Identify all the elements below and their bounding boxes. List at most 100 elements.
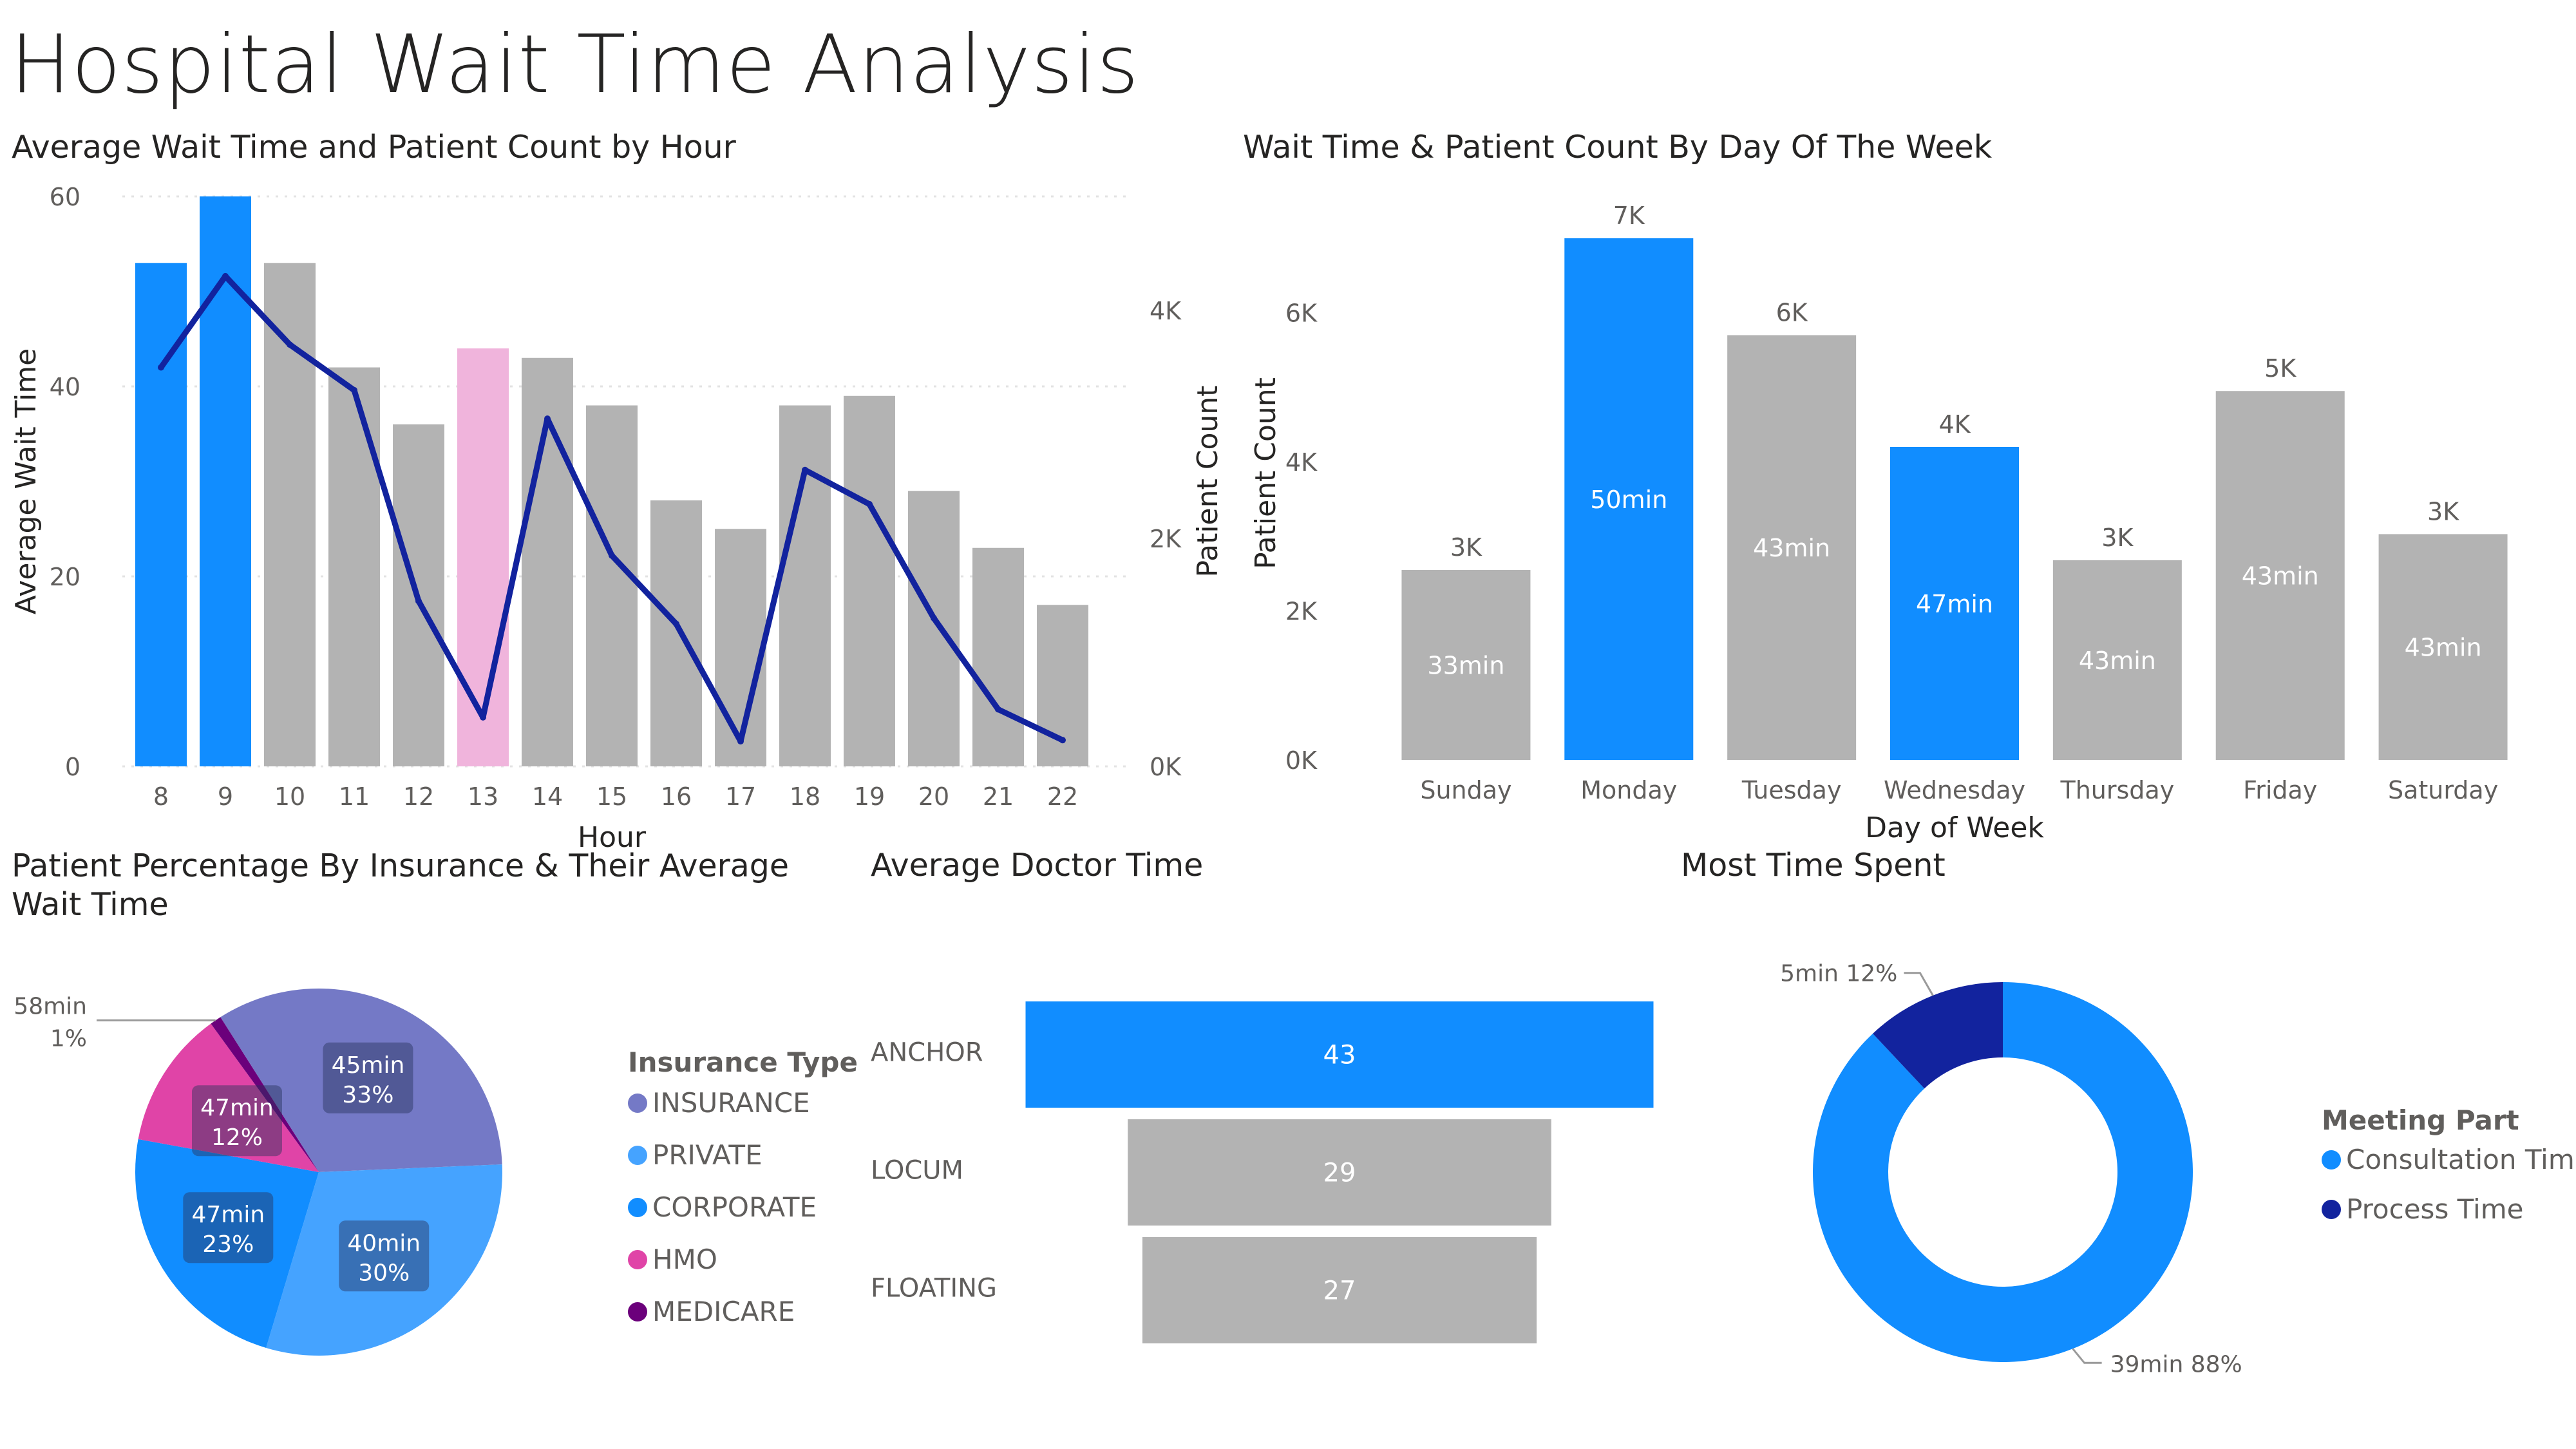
donut-label: 5min 12%: [1780, 961, 1897, 987]
bar-hour-17: [715, 529, 766, 766]
legend-item-consultation-time[interactable]: Consultation Time: [2322, 1144, 2576, 1175]
bar-thursday: [2052, 560, 2182, 760]
x-tick-label: 21: [983, 782, 1014, 811]
bar-hour-11: [328, 367, 380, 766]
legend-item-hmo[interactable]: HMO: [628, 1244, 858, 1275]
y2-axis-title: Patient Count: [1191, 386, 1224, 578]
slice-label-wait: 47min: [191, 1202, 265, 1228]
y-tick-label: 0K: [1285, 746, 1318, 775]
bar-tuesday: [1727, 335, 1857, 760]
line-point-hour-9: [222, 272, 229, 279]
line-point-hour-16: [673, 620, 679, 627]
doctor-funnel-chart[interactable]: 43 ANCHOR 29 LOCUM 27 FLOATING: [857, 966, 1726, 1378]
leader-line: [1904, 972, 1934, 996]
x-tick-label: 22: [1047, 782, 1078, 811]
insurance-legend-title: Insurance Type: [628, 1046, 858, 1078]
legend-label: PRIVATE: [652, 1139, 762, 1171]
line-point-hour-19: [866, 500, 873, 507]
legend-label: INSURANCE: [652, 1087, 810, 1119]
x-tick-label: Thursday: [2060, 776, 2175, 804]
funnel-value-label: 43: [1323, 1041, 1356, 1070]
slice-label-percent: 12%: [211, 1124, 263, 1151]
legend-item-private[interactable]: PRIVATE: [628, 1139, 858, 1171]
legend-label: Consultation Time: [2346, 1144, 2576, 1175]
data-label-wait: 47min: [1916, 590, 1993, 618]
line-point-hour-10: [287, 341, 293, 348]
bar-hour-13: [457, 348, 509, 766]
data-label-count: 7K: [1613, 202, 1645, 230]
x-tick-label: Friday: [2243, 776, 2317, 804]
funnel-value-label: 29: [1323, 1159, 1356, 1188]
legend-swatch: [628, 1302, 647, 1321]
x-tick-label: 19: [854, 782, 885, 811]
x-tick-label: Wednesday: [1884, 776, 2025, 804]
page-title: Hospital Wait Time Analysis: [10, 18, 1140, 111]
y-tick-label: 0: [65, 753, 80, 781]
x-tick-label: 20: [918, 782, 949, 811]
legend-label: HMO: [652, 1244, 717, 1275]
data-label-wait: 50min: [1590, 486, 1667, 514]
leader-line: [2072, 1348, 2102, 1364]
pie-slice-medicare: [211, 1017, 319, 1172]
x-tick-label: Monday: [1580, 776, 1677, 804]
slice-label-percent: 33%: [342, 1082, 393, 1108]
line-point-hour-14: [544, 415, 551, 422]
x-tick-label: Sunday: [1420, 776, 1511, 804]
insurance-pie-chart[interactable]: 45min 33% 40min 30% 47min 23% 47min 12% 58min 1%: [0, 953, 580, 1417]
x-tick-label: 17: [725, 782, 756, 811]
x-tick-label: 8: [153, 782, 169, 811]
data-label-count: 3K: [1450, 533, 1482, 562]
legend-item-process-time[interactable]: Process Time: [2322, 1193, 2576, 1225]
weekly-chart-title: Wait Time & Patient Count By Day Of The …: [1243, 129, 1993, 166]
bar-monday: [1564, 238, 1694, 760]
slice-label-bg: [339, 1220, 430, 1292]
x-tick-label: 9: [218, 782, 233, 811]
legend-label: CORPORATE: [652, 1191, 817, 1223]
weekly-chart[interactable]: 0K 2K 4K 6K 3K 33min Sunday 7K 50min Monday 6K 43mi…: [1224, 174, 2537, 857]
x-tick-label: Saturday: [2388, 776, 2498, 804]
legend-item-corporate[interactable]: CORPORATE: [628, 1191, 858, 1223]
meeting-chart-title: Most Time Spent: [1681, 847, 1946, 884]
hourly-chart[interactable]: 0 20 40 60 0K 2K 4K 8 9 10 11 12 13 14 15 16 17 18 19 20 21 2…: [0, 174, 1262, 857]
bar-hour-10: [264, 263, 316, 766]
data-label-count: 5K: [2264, 354, 2297, 383]
pie-slice-private: [266, 1164, 502, 1356]
legend-item-medicare[interactable]: MEDICARE: [628, 1296, 858, 1327]
y-tick-label: 2K: [1285, 598, 1318, 626]
line-point-hour-17: [737, 738, 744, 745]
data-label-wait: 43min: [2079, 647, 2156, 675]
data-label-count: 6K: [1776, 298, 1808, 327]
bar-hour-9: [200, 196, 251, 766]
bar-hour-15: [586, 405, 638, 766]
bar-friday: [2215, 391, 2345, 760]
bar-hour-20: [908, 491, 960, 766]
pie-slice-insurance: [220, 989, 502, 1172]
donut-slice-consultation-time: [1813, 982, 2193, 1362]
y-tick-label: 4K: [1285, 448, 1318, 477]
legend-swatch: [2322, 1199, 2341, 1219]
slice-label-bg: [323, 1042, 413, 1113]
slice-label-bg: [183, 1192, 274, 1264]
line-point-hour-18: [802, 466, 808, 473]
meeting-donut-chart[interactable]: 39min 88% 5min 12%: [1739, 927, 2318, 1430]
y-tick-label: 20: [50, 563, 80, 591]
data-label-wait: 43min: [1753, 534, 1830, 562]
funnel-category-label: ANCHOR: [871, 1038, 983, 1068]
legend-swatch: [2322, 1150, 2341, 1170]
bar-wednesday: [1890, 447, 2019, 760]
x-tick-label: 10: [274, 782, 305, 811]
slice-label-wait: 58min: [14, 993, 87, 1019]
line-point-hour-13: [480, 714, 486, 721]
legend-label: Process Time: [2346, 1193, 2524, 1225]
hourly-chart-title: Average Wait Time and Patient Count by H…: [12, 129, 736, 166]
line-point-hour-8: [158, 364, 164, 371]
pie-slice-corporate: [135, 1139, 319, 1348]
bar-hour-16: [650, 500, 702, 766]
y-tick-label: 60: [50, 183, 80, 211]
legend-item-insurance[interactable]: INSURANCE: [628, 1087, 858, 1119]
data-label-count: 3K: [2101, 524, 2134, 552]
donut-label: 39min 88%: [2110, 1351, 2242, 1378]
bar-hour-21: [972, 547, 1024, 766]
legend-swatch: [628, 1249, 647, 1269]
doctor-chart-title: Average Doctor Time: [871, 847, 1204, 884]
